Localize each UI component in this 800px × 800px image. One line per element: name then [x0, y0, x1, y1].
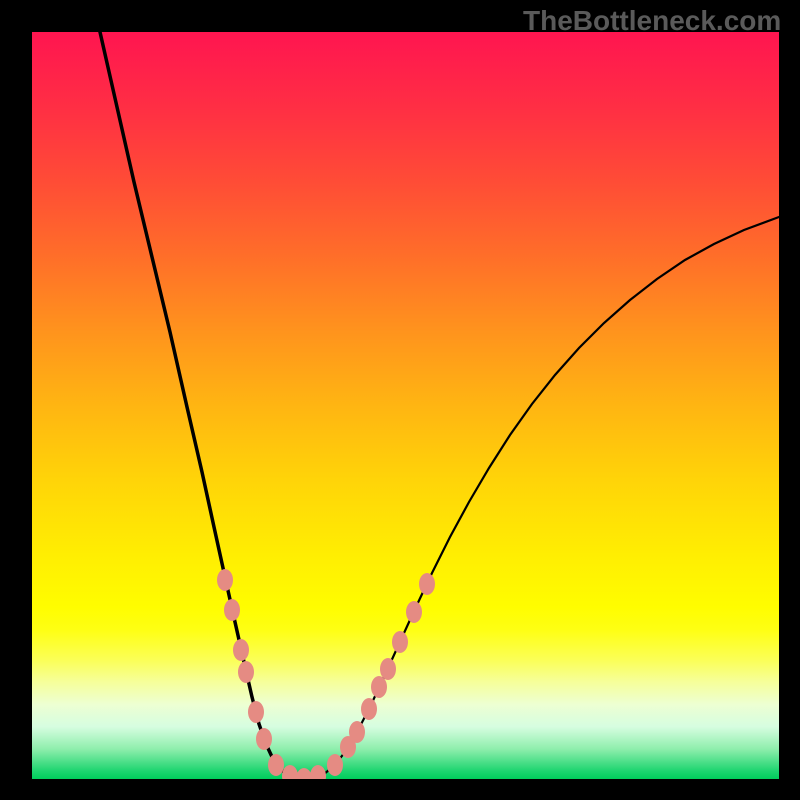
data-marker — [248, 701, 264, 723]
data-marker — [349, 721, 365, 743]
data-marker — [217, 569, 233, 591]
curve-overlay — [32, 32, 779, 779]
data-marker — [371, 676, 387, 698]
chart-container: TheBottleneck.com — [0, 0, 800, 800]
data-marker — [238, 661, 254, 683]
data-marker — [256, 728, 272, 750]
data-marker — [392, 631, 408, 653]
plot-area — [32, 32, 779, 779]
data-markers — [217, 569, 435, 779]
data-marker — [406, 601, 422, 623]
left-curve — [100, 32, 304, 779]
data-marker — [268, 754, 284, 776]
data-marker — [361, 698, 377, 720]
data-marker — [233, 639, 249, 661]
data-marker — [380, 658, 396, 680]
data-marker — [224, 599, 240, 621]
data-marker — [296, 768, 312, 779]
data-marker — [282, 765, 298, 779]
data-marker — [419, 573, 435, 595]
data-marker — [310, 765, 326, 779]
watermark-text: TheBottleneck.com — [523, 5, 781, 37]
data-marker — [327, 754, 343, 776]
